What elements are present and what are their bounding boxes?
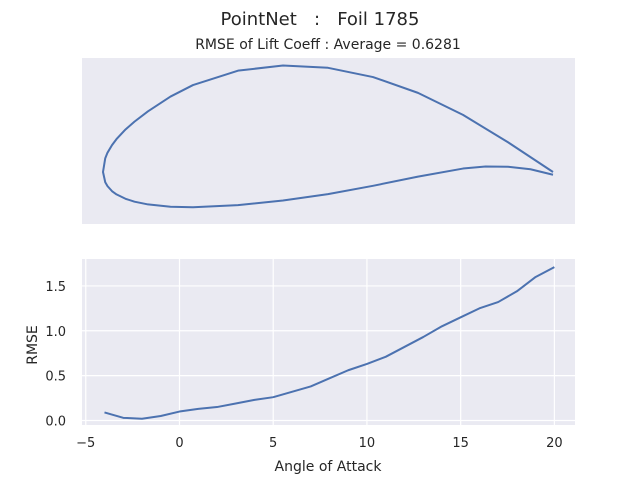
y-tick-label: 0.5 bbox=[45, 370, 66, 385]
x-tick-label: 0 bbox=[175, 436, 183, 451]
y-tick-label: 1.5 bbox=[45, 280, 66, 295]
x-tick-label: 20 bbox=[546, 436, 563, 451]
rmse-series-line bbox=[104, 266, 555, 420]
airfoil-outline bbox=[102, 64, 554, 209]
rmse-panel: −5 0 5 10 15 20 0.0 0.5 1.0 1.5 Angle of Attack R… bbox=[25, 259, 575, 475]
x-tick-label: 15 bbox=[452, 436, 469, 451]
y-tick-label: 0.0 bbox=[45, 415, 66, 430]
airfoil-panel: RMSE of Lift Coeff : Average = 0.6281 bbox=[82, 37, 575, 224]
x-tick-label: 5 bbox=[269, 436, 277, 451]
figure-title: PointNet : Foil 1785 bbox=[221, 9, 420, 30]
rmse-plot-area bbox=[82, 259, 575, 425]
rmse-grid bbox=[82, 259, 575, 425]
y-axis-label: RMSE bbox=[25, 325, 41, 365]
airfoil-plot-area bbox=[82, 58, 575, 224]
x-tick-label: −5 bbox=[76, 436, 95, 451]
y-tick-label: 1.0 bbox=[45, 325, 66, 340]
rmse-tick-labels: −5 0 5 10 15 20 0.0 0.5 1.0 1.5 bbox=[45, 280, 562, 451]
x-tick-label: 10 bbox=[359, 436, 376, 451]
airfoil-panel-title: RMSE of Lift Coeff : Average = 0.6281 bbox=[195, 37, 461, 53]
x-axis-label: Angle of Attack bbox=[275, 459, 383, 475]
